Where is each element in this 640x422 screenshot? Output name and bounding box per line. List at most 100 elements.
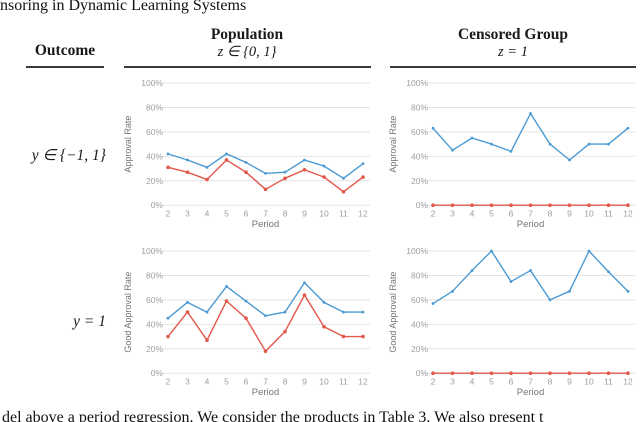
markers-series-red bbox=[431, 203, 630, 207]
svg-text:4: 4 bbox=[470, 209, 475, 219]
censored-column-title: Censored Group bbox=[457, 26, 569, 43]
markers-series-red bbox=[166, 293, 365, 354]
svg-text:9: 9 bbox=[302, 209, 307, 219]
svg-text:5: 5 bbox=[489, 377, 494, 387]
svg-text:100%: 100% bbox=[406, 78, 428, 88]
svg-text:20%: 20% bbox=[146, 344, 163, 354]
svg-text:6: 6 bbox=[509, 377, 514, 387]
svg-text:10: 10 bbox=[319, 209, 329, 219]
svg-text:11: 11 bbox=[604, 209, 613, 219]
line-series-blue bbox=[432, 112, 629, 161]
svg-text:40%: 40% bbox=[411, 319, 428, 329]
y-axis-title: Good Approval Rate bbox=[388, 272, 398, 353]
x-axis-tick-labels: 2 3 4 5 6 7 8 9 10 11 12 bbox=[431, 377, 633, 387]
markers-series-blue bbox=[431, 249, 630, 305]
line-series-red bbox=[167, 159, 364, 193]
svg-text:12: 12 bbox=[358, 209, 368, 219]
svg-text:12: 12 bbox=[623, 377, 633, 387]
svg-text:6: 6 bbox=[509, 209, 514, 219]
svg-text:4: 4 bbox=[205, 209, 210, 219]
line-series-blue bbox=[167, 282, 363, 319]
svg-text:20%: 20% bbox=[146, 176, 163, 186]
svg-text:12: 12 bbox=[623, 209, 633, 219]
svg-text:3: 3 bbox=[450, 209, 455, 219]
markers-series-blue bbox=[166, 152, 365, 180]
chart-censored-good-outcomes: 0% 20% 40% 60% 80% 100% 2 3 4 5 6 7 8 9 10 11 12 Period Go… bbox=[388, 246, 635, 398]
markers-series-blue bbox=[431, 112, 630, 162]
svg-text:0%: 0% bbox=[416, 368, 429, 378]
svg-text:8: 8 bbox=[548, 377, 553, 387]
y-axis-tick-labels: 0% 20% 40% 60% 80% 100% bbox=[141, 78, 163, 210]
row-label-good-outcome: y = 1 bbox=[73, 313, 106, 330]
svg-text:9: 9 bbox=[567, 377, 572, 387]
gridlines bbox=[160, 250, 370, 374]
y-axis-title: Approval Rate bbox=[123, 116, 133, 173]
markers-series-red bbox=[431, 371, 630, 375]
x-axis-tick-labels: 2 3 4 5 6 7 8 9 10 11 12 bbox=[431, 209, 633, 219]
svg-text:3: 3 bbox=[450, 377, 455, 387]
svg-text:2: 2 bbox=[431, 377, 436, 387]
svg-text:60%: 60% bbox=[411, 295, 428, 305]
svg-text:11: 11 bbox=[604, 377, 613, 387]
x-axis-title: Period bbox=[517, 387, 544, 398]
y-axis-title: Approval Rate bbox=[388, 116, 398, 173]
svg-text:2: 2 bbox=[166, 377, 171, 387]
svg-text:7: 7 bbox=[528, 377, 533, 387]
gridlines bbox=[425, 250, 635, 374]
chart-censored-all-outcomes: 0% 20% 40% 60% 80% 100% 2 3 4 5 6 7 8 9 10 11 12 Period Ap… bbox=[388, 78, 635, 230]
chart-population-all-outcomes: 0% 20% 40% 60% 80% 100% 2 3 4 5 6 7 8 9 10 11 12 Period Ap… bbox=[123, 78, 370, 230]
svg-text:10: 10 bbox=[319, 377, 329, 387]
svg-text:4: 4 bbox=[205, 377, 210, 387]
censored-column-subtitle: z = 1 bbox=[498, 44, 528, 60]
x-axis-tick-labels: 2 3 4 5 6 7 8 9 10 11 12 bbox=[166, 209, 368, 219]
svg-text:11: 11 bbox=[339, 377, 348, 387]
svg-text:3: 3 bbox=[185, 209, 190, 219]
markers-series-blue bbox=[166, 281, 365, 320]
svg-text:5: 5 bbox=[224, 377, 229, 387]
svg-text:8: 8 bbox=[548, 209, 553, 219]
y-axis-tick-labels: 0% 20% 40% 60% 80% 100% bbox=[141, 246, 163, 378]
line-series-blue bbox=[432, 250, 629, 305]
caption-text: del above a period regression. We consid… bbox=[2, 409, 544, 422]
svg-text:80%: 80% bbox=[411, 270, 428, 280]
svg-text:10: 10 bbox=[584, 209, 594, 219]
markers-series-red bbox=[166, 158, 365, 194]
population-column-subtitle: z ∈ {0, 1} bbox=[217, 44, 277, 60]
svg-text:100%: 100% bbox=[141, 246, 163, 256]
svg-text:60%: 60% bbox=[411, 127, 428, 137]
svg-text:60%: 60% bbox=[146, 295, 163, 305]
svg-text:6: 6 bbox=[244, 377, 249, 387]
svg-text:7: 7 bbox=[263, 377, 268, 387]
svg-text:3: 3 bbox=[185, 377, 190, 387]
svg-text:6: 6 bbox=[244, 209, 249, 219]
svg-text:8: 8 bbox=[283, 209, 288, 219]
svg-text:5: 5 bbox=[489, 209, 494, 219]
header-rule-outcome bbox=[26, 66, 104, 68]
svg-text:7: 7 bbox=[263, 209, 268, 219]
svg-text:2: 2 bbox=[431, 209, 436, 219]
svg-text:40%: 40% bbox=[411, 151, 428, 161]
header-rule-population bbox=[124, 66, 371, 68]
line-series-red bbox=[167, 294, 363, 352]
population-column-title: Population bbox=[210, 26, 284, 43]
x-axis-title: Period bbox=[252, 387, 279, 398]
svg-text:8: 8 bbox=[283, 377, 288, 387]
svg-text:2: 2 bbox=[166, 209, 171, 219]
svg-text:0%: 0% bbox=[151, 200, 164, 210]
x-axis-tick-labels: 2 3 4 5 6 7 8 9 10 11 12 bbox=[166, 377, 368, 387]
svg-text:10: 10 bbox=[584, 377, 594, 387]
x-axis-title: Period bbox=[517, 219, 544, 230]
y-axis-tick-labels: 0% 20% 40% 60% 80% 100% bbox=[406, 246, 428, 378]
y-axis-tick-labels: 0% 20% 40% 60% 80% 100% bbox=[406, 78, 428, 210]
svg-text:9: 9 bbox=[302, 377, 307, 387]
svg-text:0%: 0% bbox=[151, 368, 164, 378]
svg-text:100%: 100% bbox=[406, 246, 428, 256]
row-label-all-outcomes: y ∈ {−1, 1} bbox=[31, 147, 106, 164]
svg-text:5: 5 bbox=[224, 209, 229, 219]
svg-text:80%: 80% bbox=[146, 270, 163, 280]
svg-text:40%: 40% bbox=[146, 319, 163, 329]
gridlines bbox=[160, 82, 370, 206]
svg-text:11: 11 bbox=[339, 209, 348, 219]
svg-text:20%: 20% bbox=[411, 344, 428, 354]
